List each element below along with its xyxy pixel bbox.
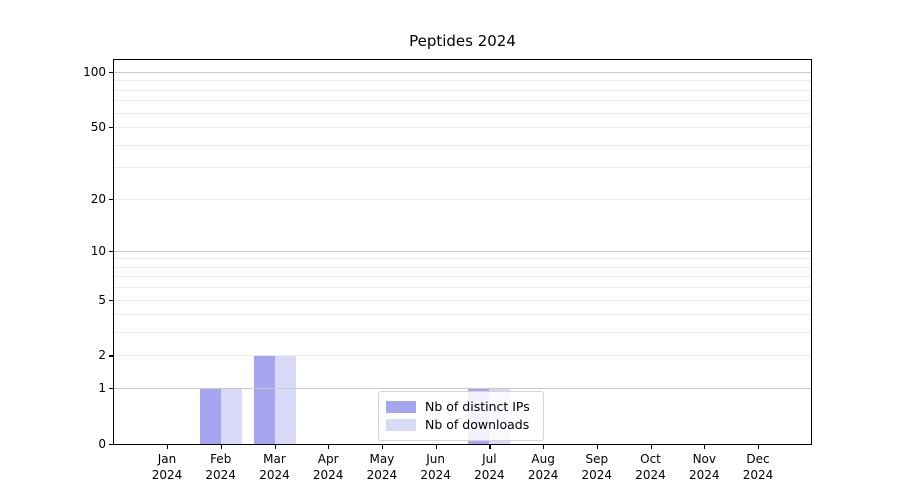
y-minor-gridline xyxy=(114,80,811,82)
legend-swatch-downloads xyxy=(386,418,416,431)
x-axis-tick xyxy=(489,445,491,449)
y-minor-gridline xyxy=(114,314,811,316)
x-axis-tick xyxy=(220,445,222,449)
y-minor-gridline xyxy=(114,198,811,200)
x-axis-tick xyxy=(650,445,652,449)
y-axis-tick-label: 20 xyxy=(90,191,106,206)
y-minor-gridline xyxy=(114,355,811,357)
x-axis-tick xyxy=(704,445,706,449)
y-axis-tick-label: 5 xyxy=(98,292,106,307)
y-major-gridline xyxy=(114,388,811,390)
y-major-gridline xyxy=(114,71,811,73)
x-axis-tick-label: Nov 2024 xyxy=(689,452,720,482)
y-minor-gridline xyxy=(114,144,811,146)
y-minor-gridline xyxy=(114,167,811,169)
x-axis-tick-label: Oct 2024 xyxy=(635,452,666,482)
y-axis-tick-label: 50 xyxy=(90,120,106,134)
y-axis-tick xyxy=(109,127,113,129)
y-minor-gridline xyxy=(114,266,811,268)
legend-swatch-distinct-ips xyxy=(386,400,416,413)
y-axis-tick xyxy=(109,388,113,390)
y-minor-gridline xyxy=(114,287,811,289)
y-axis-tick xyxy=(109,198,113,200)
y-minor-gridline xyxy=(114,299,811,301)
y-minor-gridline xyxy=(114,100,811,102)
y-axis-tick xyxy=(109,71,113,74)
y-minor-gridline xyxy=(114,127,811,128)
x-axis-tick xyxy=(328,445,330,449)
x-axis-tick-label: Jul 2024 xyxy=(474,452,505,482)
y-minor-gridline xyxy=(114,89,811,91)
x-axis-tick-label: Jun 2024 xyxy=(420,452,451,482)
x-axis-tick xyxy=(435,445,437,449)
bar-downloads xyxy=(220,388,242,444)
plot-area: Peptides 2024 0 1 2 5 10 20 50 100 Jan 2024 Feb 202… xyxy=(83,32,812,482)
bar-downloads xyxy=(274,355,296,444)
legend-entry-distinct-ips: Nb of distinct IPs xyxy=(386,398,536,415)
y-axis-tick xyxy=(109,250,113,252)
legend: Nb of distinct IPs Nb of downloads xyxy=(378,391,544,441)
legend-entry-downloads: Nb of downloads xyxy=(386,416,536,433)
x-axis-tick-label: May 2024 xyxy=(366,452,398,482)
y-axis-tick xyxy=(109,299,113,301)
bar-distinct-ips xyxy=(199,388,221,444)
x-axis-tick-label: Sep 2024 xyxy=(581,452,613,482)
x-axis-tick-label: Apr 2024 xyxy=(312,452,344,482)
x-axis-tick xyxy=(274,445,276,449)
y-minor-gridline xyxy=(114,332,811,334)
x-axis-tick-label: Feb 2024 xyxy=(205,452,236,482)
x-axis-tick-label: Dec 2024 xyxy=(742,452,774,482)
y-minor-gridline xyxy=(114,112,811,114)
x-axis-tick xyxy=(596,445,598,449)
x-axis-tick-label: Jan 2024 xyxy=(151,452,183,482)
y-axis-tick-label: 1 xyxy=(98,381,106,396)
x-axis-tick-label: Aug 2024 xyxy=(527,452,559,482)
x-axis-tick xyxy=(758,445,760,449)
y-axis-tick-label: 100 xyxy=(83,64,106,79)
x-axis-tick-label: Mar 2024 xyxy=(259,452,290,482)
y-minor-gridline xyxy=(114,258,811,260)
y-major-gridline xyxy=(114,250,811,252)
legend-label-downloads: Nb of downloads xyxy=(425,417,530,432)
y-axis-tick xyxy=(109,444,113,446)
legend-label-distinct-ips: Nb of distinct IPs xyxy=(425,399,530,414)
y-axis-tick xyxy=(109,355,113,357)
x-axis-tick xyxy=(381,445,384,449)
y-minor-gridline xyxy=(114,276,811,278)
y-axis-tick-label: 2 xyxy=(98,348,106,363)
bar-distinct-ips xyxy=(253,355,275,444)
x-axis-tick xyxy=(167,445,169,449)
y-axis-tick-label: 0 xyxy=(98,437,106,451)
y-axis-tick-label: 10 xyxy=(90,243,106,258)
x-axis-tick xyxy=(543,445,545,449)
chart-title: Peptides 2024 xyxy=(409,32,516,50)
